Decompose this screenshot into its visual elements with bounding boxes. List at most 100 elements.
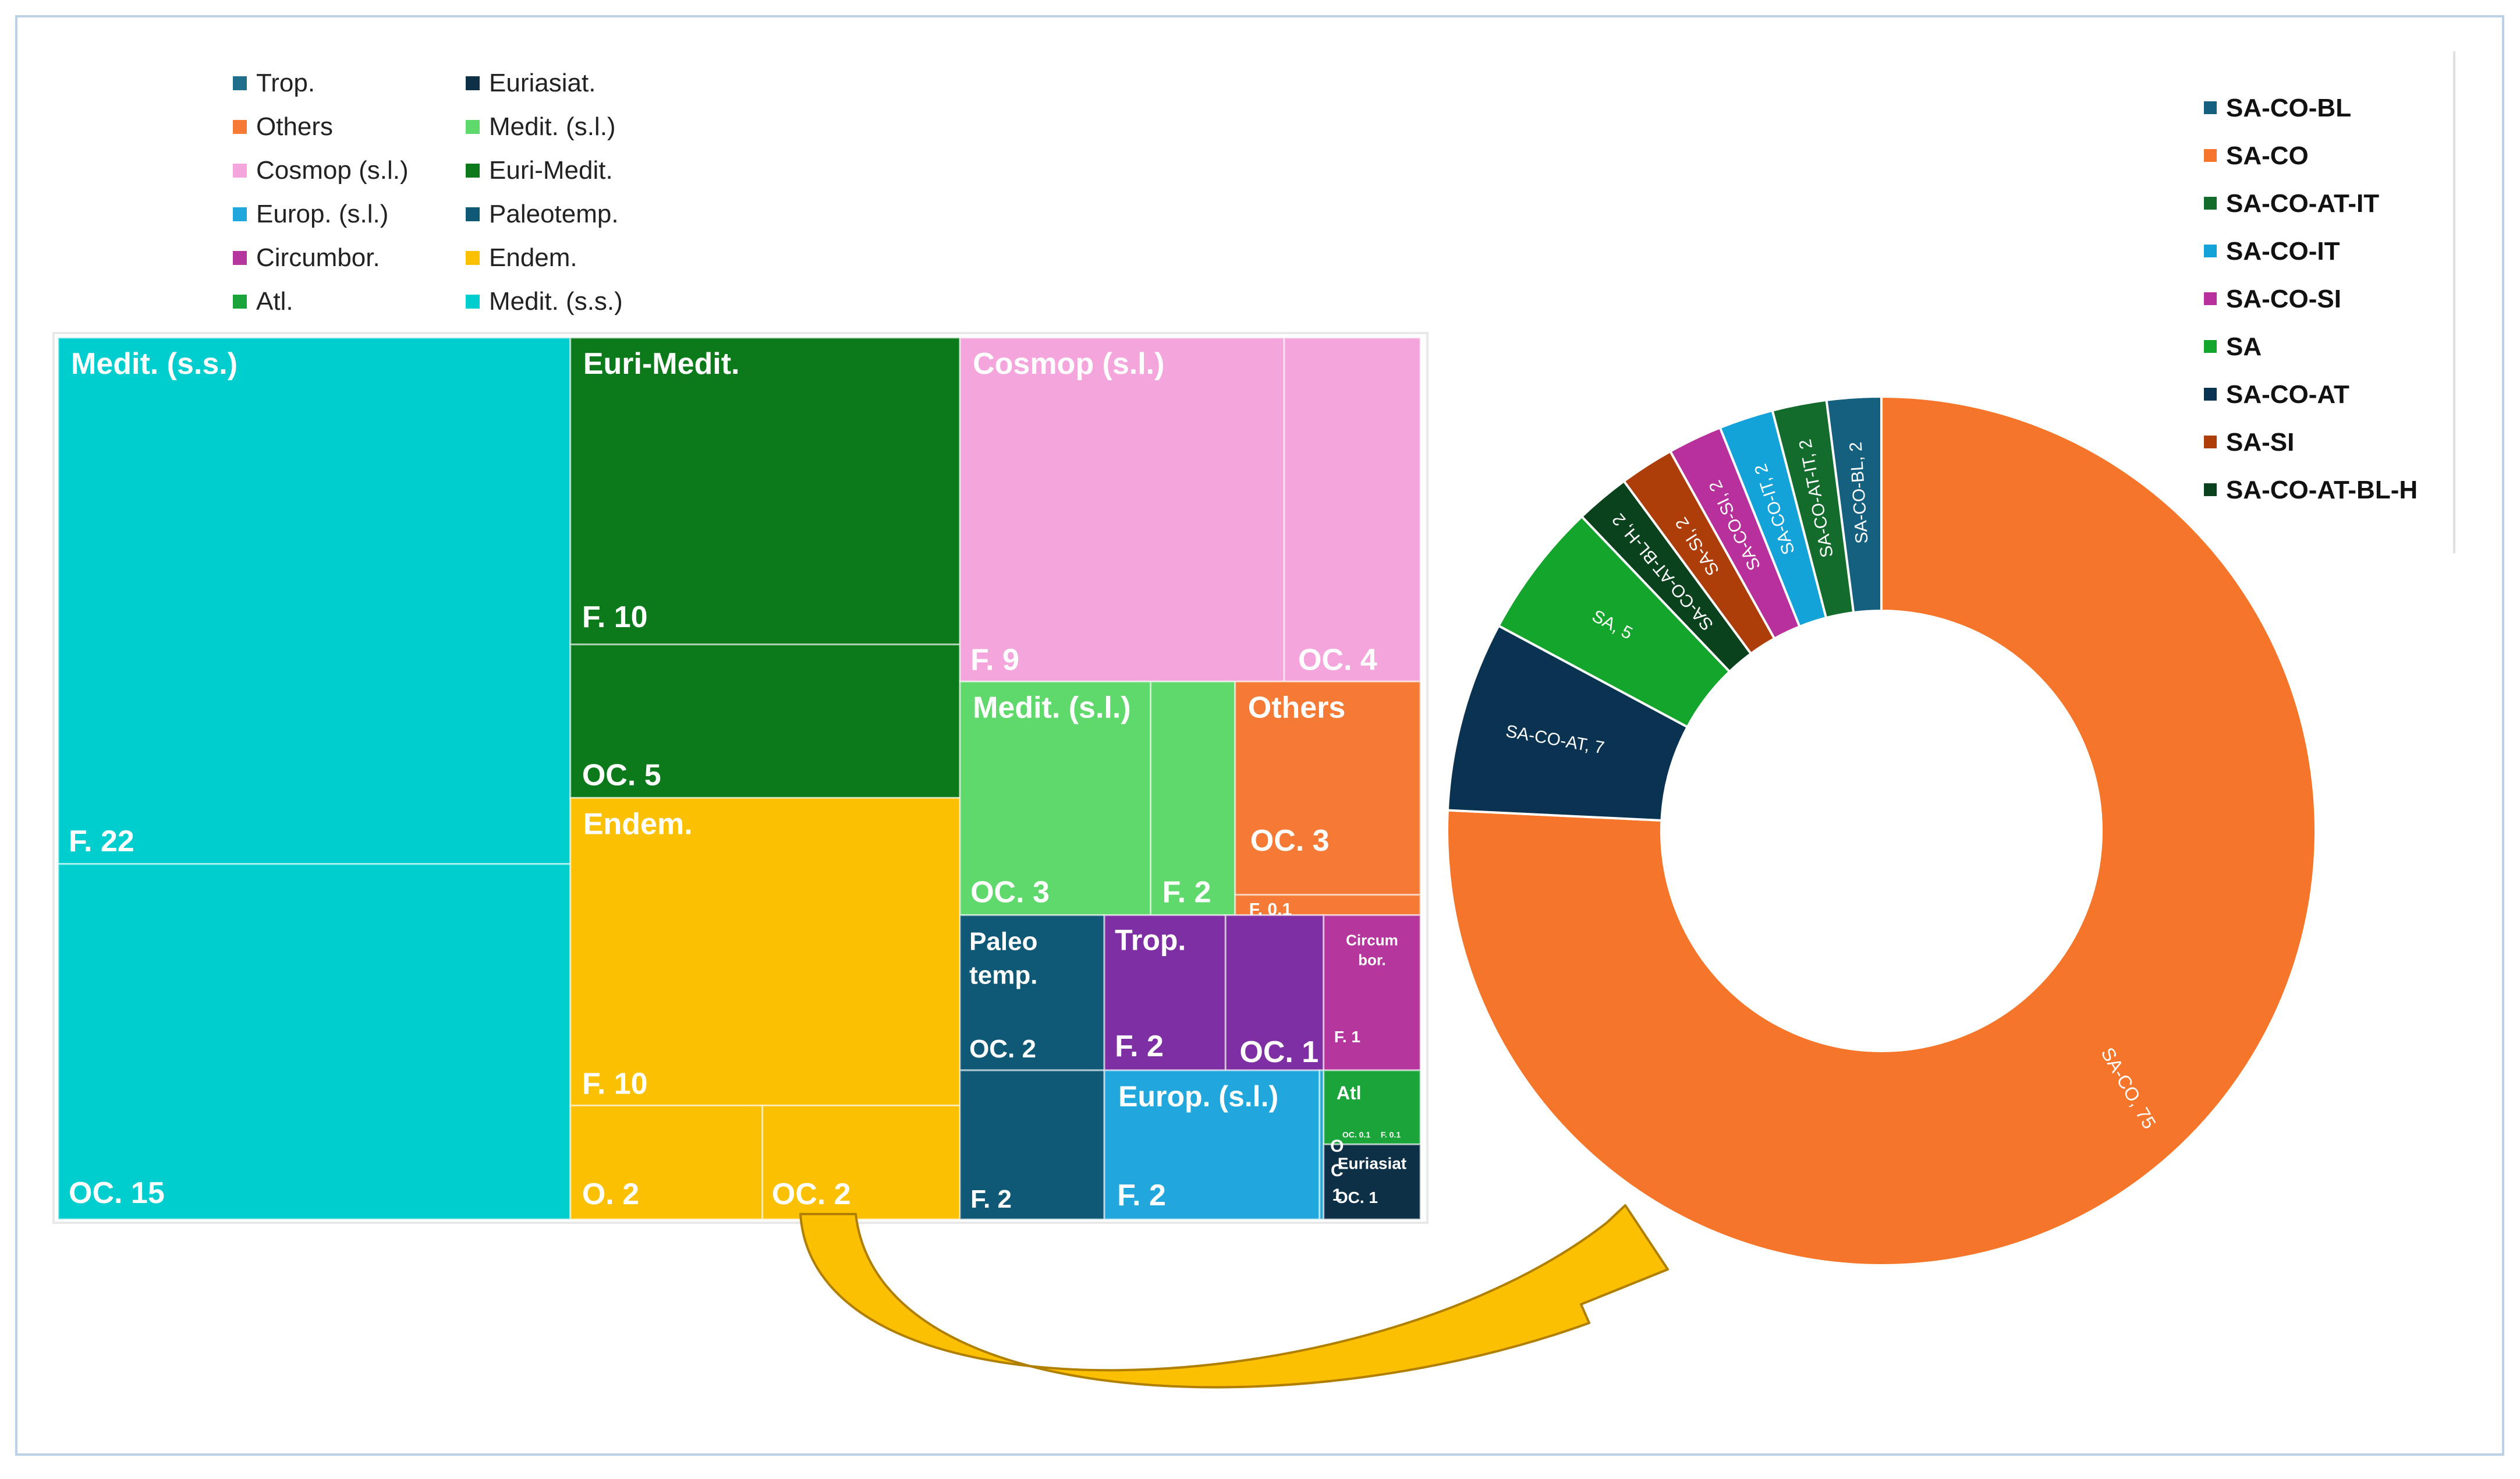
legend-label: Euri-Medit. xyxy=(489,156,613,185)
treemap-group-label: bor. xyxy=(1358,951,1386,969)
treemap-item-label: F. 22 xyxy=(69,825,134,858)
legend-swatch xyxy=(2204,197,2217,210)
treemap-item-label: F. 0.1 xyxy=(1381,1130,1401,1139)
legend-label: SA-CO-AT-IT xyxy=(2226,189,2379,218)
legend-label: Others xyxy=(256,112,333,141)
treemap-item-label: O. 2 xyxy=(582,1177,639,1211)
legend-label: SA-CO-SI xyxy=(2226,285,2341,313)
legend-label: Circumbor. xyxy=(256,243,380,272)
treemap-group-label: Atl xyxy=(1337,1082,1362,1103)
donut-slice xyxy=(1825,395,1883,614)
treemap-item-label: F. 2 xyxy=(1117,1179,1166,1212)
treemap-cell xyxy=(959,1069,1105,1220)
treemap-cell xyxy=(1234,894,1422,917)
treemap-frame xyxy=(52,332,1429,1224)
treemap-cell xyxy=(1234,680,1422,896)
treemap-cell xyxy=(1323,1143,1422,1220)
treemap-group-label: temp. xyxy=(969,961,1037,990)
treemap-item-label: OC. 3 xyxy=(1250,824,1330,858)
legend-swatch xyxy=(466,120,480,134)
treemap-item-label: OC. 1 xyxy=(1239,1035,1319,1069)
treemap-cell xyxy=(569,797,961,1107)
treemap-item-label: OC. 4 xyxy=(1298,643,1377,677)
legend-swatch xyxy=(466,207,480,221)
treemap-cell xyxy=(761,1105,961,1220)
legend-swatch xyxy=(233,207,247,221)
legend-label: SA xyxy=(2226,332,2262,361)
legend-label: SA-CO-AT-BL-H xyxy=(2226,476,2418,504)
treemap-item-label: F. 2 xyxy=(970,1185,1012,1213)
treemap-cell xyxy=(1103,914,1227,1071)
treemap-cell xyxy=(569,337,961,646)
treemap-cell xyxy=(959,337,1285,682)
legend-label: Atl. xyxy=(256,287,293,316)
treemap-item-label: F. 9 xyxy=(970,643,1019,677)
treemap-cell xyxy=(569,643,961,799)
treemap-cell xyxy=(1103,1069,1321,1220)
treemap-item-label: O xyxy=(1330,1137,1344,1156)
treemap-item-label: OC. 0.1 xyxy=(1342,1130,1370,1139)
legend-swatch xyxy=(233,120,247,134)
legend-swatch xyxy=(233,76,247,90)
legend-swatch xyxy=(2204,101,2217,114)
legend-swatch xyxy=(2204,483,2217,496)
treemap-cell xyxy=(1224,914,1325,1071)
donut-slice xyxy=(1446,395,2317,1266)
treemap-cell xyxy=(1283,337,1422,682)
treemap-cell xyxy=(1150,680,1236,917)
legend-label: SA-CO-AT xyxy=(2226,380,2349,409)
legend-label: Medit. (s.l.) xyxy=(489,112,616,141)
treemap-item-label: F. 10 xyxy=(582,600,648,634)
legend-swatch xyxy=(466,76,480,90)
legend-label: SA-CO-IT xyxy=(2226,237,2340,266)
legend-label: SA-CO-BL xyxy=(2226,94,2351,122)
treemap-item-label: F. 2 xyxy=(1162,876,1211,910)
treemap-legend: Trop. Others Cosmop (s.l.) Europ. (s.l.) Cir… xyxy=(233,69,623,316)
treemap-group-label: Paleo xyxy=(969,928,1037,956)
treemap-item-label: OC. 5 xyxy=(582,758,661,792)
legend-label: SA-CO xyxy=(2226,141,2309,170)
legend-swatch xyxy=(233,164,247,178)
legend-label: Europ. (s.l.) xyxy=(256,200,388,228)
legend-label: Paleotemp. xyxy=(489,200,619,228)
legend-swatch xyxy=(466,251,480,265)
treemap-group-label: Europ. (s.l.) xyxy=(1118,1080,1278,1113)
legend-swatch xyxy=(2204,436,2217,448)
treemap: Medit. (s.s.) Euri-Medit. Endem. Cosmop (s.… xyxy=(57,337,1422,1220)
treemap-cell xyxy=(1323,914,1422,1071)
treemap-group-label: Euriasiat xyxy=(1338,1154,1406,1172)
legend-swatch xyxy=(466,295,480,309)
legend-label: Endem. xyxy=(489,243,577,272)
treemap-group-label: Medit. (s.l.) xyxy=(973,691,1131,724)
treemap-group-label: Others xyxy=(1248,691,1346,724)
curved-arrow xyxy=(799,1204,1669,1389)
legend-swatch xyxy=(466,164,480,178)
legend-swatch xyxy=(2204,245,2217,257)
treemap-cell xyxy=(1323,1069,1422,1145)
treemap-item-label: OC. 2 xyxy=(772,1177,851,1211)
treemap-cell xyxy=(57,337,572,865)
treemap-cell xyxy=(959,914,1105,1071)
treemap-group-label: Circum xyxy=(1346,932,1398,949)
treemap-item-label: OC. 1 xyxy=(1335,1188,1378,1206)
treemap-group-label: Endem. xyxy=(583,807,693,841)
legend-swatch xyxy=(2204,340,2217,353)
legend-swatch xyxy=(2204,292,2217,305)
treemap-item-label: OC. 3 xyxy=(970,876,1050,910)
legend-swatch xyxy=(2204,388,2217,401)
treemap-item-label: OC. 2 xyxy=(969,1035,1036,1063)
legend-swatch xyxy=(233,251,247,265)
legend-label: Trop. xyxy=(256,69,315,97)
legend-swatch xyxy=(2204,149,2217,162)
treemap-item-label: OC. 15 xyxy=(69,1176,165,1210)
legend-label: Cosmop (s.l.) xyxy=(256,156,409,185)
treemap-item-label: F. 10 xyxy=(582,1067,648,1101)
donut-legend: SA-CO-BL SA-CO SA-CO-AT-IT SA-CO-IT SA-CO-SI… xyxy=(2204,94,2418,504)
treemap-cell xyxy=(569,1105,764,1220)
legend-swatch xyxy=(233,295,247,309)
treemap-cell xyxy=(57,863,572,1220)
arrow-shape xyxy=(799,1204,1669,1389)
treemap-group-label: Medit. (s.s.) xyxy=(71,347,238,381)
